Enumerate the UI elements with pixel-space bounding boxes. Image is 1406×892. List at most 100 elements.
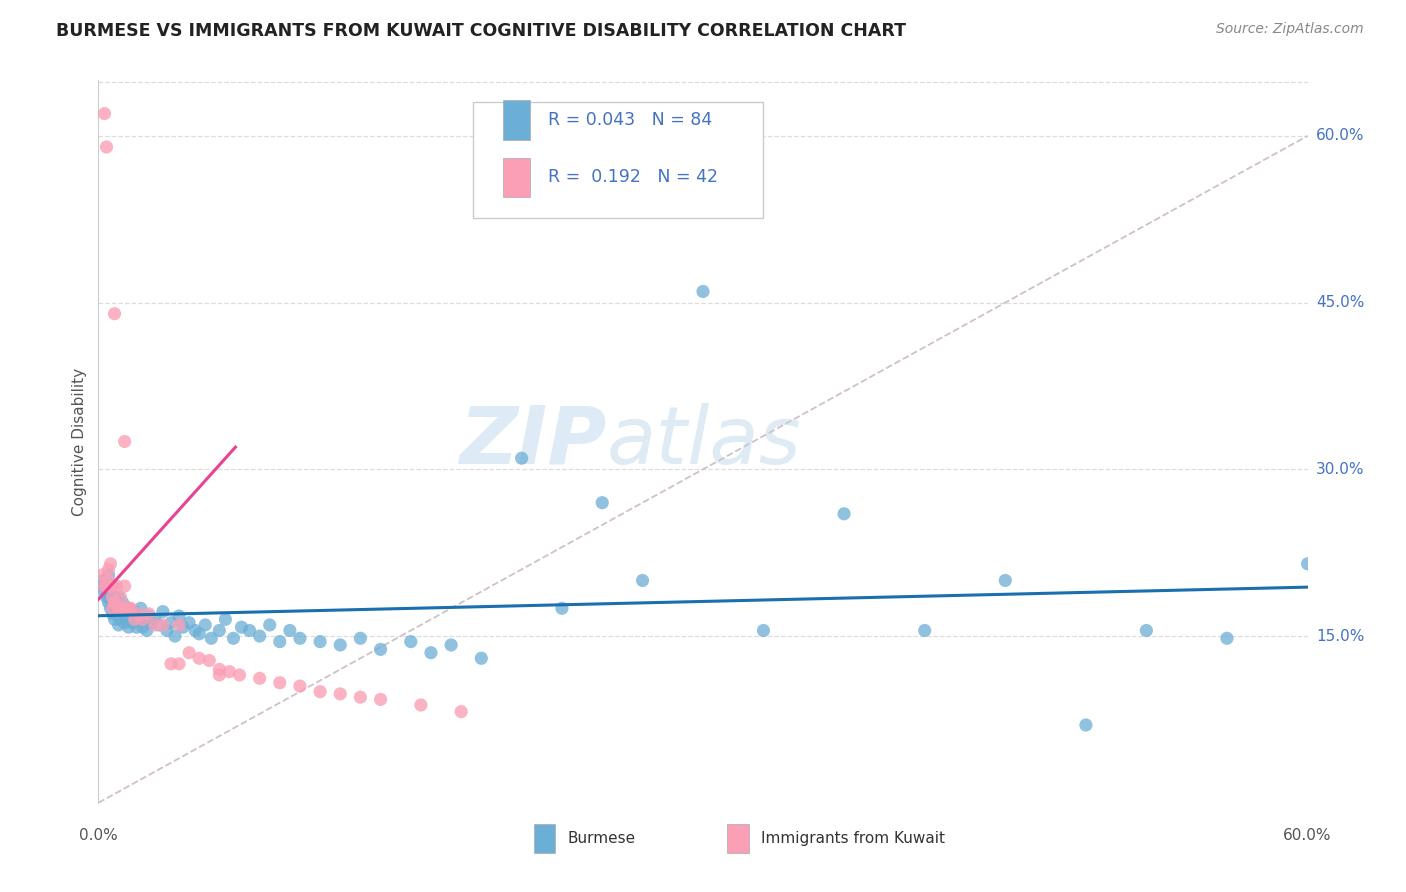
Point	[100, 601, 122, 615]
Point	[93, 584, 115, 599]
Point	[160, 615, 183, 630]
Point	[450, 705, 472, 719]
Point	[105, 596, 128, 610]
Point	[138, 607, 160, 621]
Point	[172, 620, 194, 634]
Point	[115, 601, 138, 615]
Point	[124, 605, 146, 619]
Point	[222, 632, 245, 646]
Point	[1074, 718, 1097, 732]
Point	[752, 624, 775, 638]
Point	[188, 651, 211, 665]
Point	[208, 668, 231, 682]
Point	[329, 638, 352, 652]
FancyBboxPatch shape	[503, 158, 530, 197]
Point	[100, 584, 122, 599]
Point	[278, 624, 301, 638]
Text: R = 0.043   N = 84: R = 0.043 N = 84	[548, 111, 713, 128]
Point	[107, 601, 129, 615]
Point	[167, 618, 190, 632]
Point	[349, 632, 371, 646]
Point	[309, 634, 332, 648]
Point	[249, 671, 271, 685]
Point	[249, 629, 271, 643]
Point	[134, 612, 156, 626]
Point	[103, 612, 125, 626]
Point	[103, 590, 125, 604]
Point	[1216, 632, 1239, 646]
Text: 60.0%: 60.0%	[1284, 828, 1331, 843]
Text: Burmese: Burmese	[568, 831, 636, 847]
Point	[101, 601, 124, 615]
Point	[551, 601, 574, 615]
Point	[148, 618, 170, 632]
Point	[103, 307, 125, 321]
Point	[143, 612, 166, 626]
Point	[179, 615, 201, 630]
Point	[120, 601, 142, 615]
Point	[184, 624, 207, 638]
Point	[101, 579, 124, 593]
Point	[132, 612, 155, 626]
Point	[152, 605, 174, 619]
Point	[370, 692, 392, 706]
Point	[156, 624, 179, 638]
Point	[349, 690, 371, 705]
Point	[143, 618, 166, 632]
Point	[100, 557, 122, 571]
Point	[470, 651, 492, 665]
Text: ZIP: ZIP	[458, 402, 606, 481]
Point	[107, 601, 129, 615]
Point	[239, 624, 262, 638]
Text: 15.0%: 15.0%	[1316, 629, 1364, 643]
Point	[228, 668, 250, 682]
Point	[139, 615, 162, 630]
Point	[97, 562, 120, 576]
Text: 30.0%: 30.0%	[1316, 462, 1364, 477]
FancyBboxPatch shape	[503, 100, 530, 139]
Point	[114, 605, 136, 619]
Point	[994, 574, 1017, 588]
Point	[631, 574, 654, 588]
Text: atlas: atlas	[606, 402, 801, 481]
Point	[91, 574, 114, 588]
Point	[208, 624, 231, 638]
Point	[100, 579, 122, 593]
Text: 0.0%: 0.0%	[79, 828, 118, 843]
Point	[160, 657, 183, 671]
Point	[105, 607, 128, 621]
Point	[124, 612, 146, 626]
Point	[591, 496, 613, 510]
Point	[93, 579, 115, 593]
Point	[132, 620, 155, 634]
FancyBboxPatch shape	[474, 102, 763, 218]
Point	[198, 653, 221, 667]
Text: 45.0%: 45.0%	[1316, 295, 1364, 310]
Point	[97, 568, 120, 582]
Point	[97, 596, 120, 610]
Point	[114, 615, 136, 630]
Point	[832, 507, 855, 521]
Point	[120, 609, 142, 624]
Point	[1296, 557, 1319, 571]
Point	[138, 609, 160, 624]
Point	[218, 665, 240, 679]
Point	[692, 285, 714, 299]
Point	[103, 596, 125, 610]
Point	[111, 596, 134, 610]
Point	[93, 106, 115, 120]
Point	[101, 596, 124, 610]
Point	[259, 618, 281, 632]
Text: Source: ZipAtlas.com: Source: ZipAtlas.com	[1216, 22, 1364, 37]
Point	[420, 646, 443, 660]
Point	[110, 601, 132, 615]
Point	[128, 607, 150, 621]
Point	[179, 646, 201, 660]
Text: Immigrants from Kuwait: Immigrants from Kuwait	[761, 831, 945, 847]
Point	[110, 612, 132, 626]
Point	[231, 620, 253, 634]
Point	[96, 590, 118, 604]
Text: R =  0.192   N = 42: R = 0.192 N = 42	[548, 169, 718, 186]
Point	[103, 601, 125, 615]
Point	[128, 612, 150, 626]
